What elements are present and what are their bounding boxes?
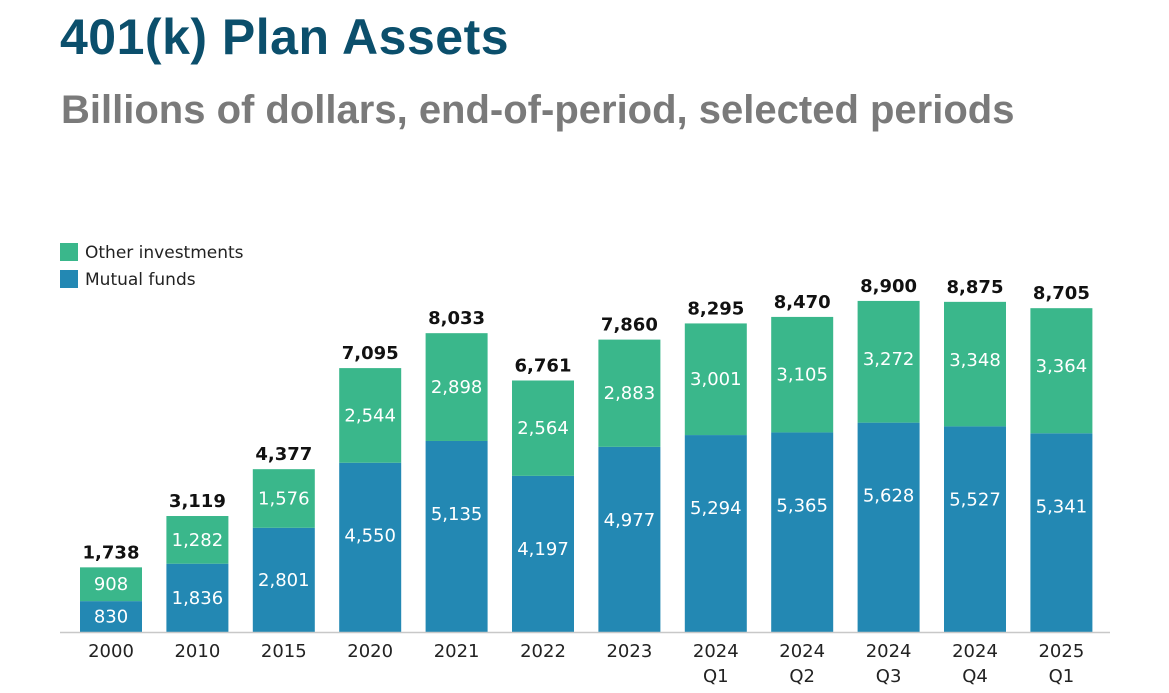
data-label-other-investments: 2,883 bbox=[604, 383, 656, 404]
x-tick-label: 2010 bbox=[174, 641, 220, 662]
total-label: 8,875 bbox=[947, 277, 1004, 298]
bar-segment-other-investments bbox=[339, 368, 402, 463]
legend-swatch bbox=[60, 243, 78, 261]
data-label-other-investments: 3,272 bbox=[863, 349, 915, 370]
bar-segment-other-investments bbox=[598, 339, 661, 447]
data-label-mutual-funds: 4,977 bbox=[604, 510, 656, 531]
data-label-other-investments: 3,105 bbox=[776, 365, 828, 386]
data-label-other-investments: 1,282 bbox=[172, 530, 224, 551]
x-tick-label: 2024 bbox=[866, 641, 912, 662]
data-label-mutual-funds: 5,527 bbox=[949, 489, 1001, 510]
data-label-mutual-funds: 4,550 bbox=[344, 526, 396, 547]
total-label: 3,119 bbox=[169, 491, 226, 512]
bar-segment-mutual-funds bbox=[425, 440, 488, 632]
data-label-other-investments: 908 bbox=[94, 574, 128, 595]
data-label-other-investments: 2,544 bbox=[344, 405, 396, 426]
data-label-mutual-funds: 5,628 bbox=[863, 486, 915, 507]
chart-subtitle: Billions of dollars, end-of-period, sele… bbox=[61, 88, 1015, 132]
total-label: 8,470 bbox=[774, 292, 831, 313]
bar-segment-other-investments bbox=[80, 567, 142, 602]
bar-segment-other-investments bbox=[684, 323, 747, 436]
bar-segment-mutual-funds bbox=[512, 475, 574, 632]
data-label-other-investments: 3,001 bbox=[690, 369, 742, 390]
bar-segment-mutual-funds bbox=[598, 446, 661, 632]
x-tick-label: 2015 bbox=[261, 641, 307, 662]
x-tick-label: 2024 bbox=[952, 641, 998, 662]
total-label: 8,705 bbox=[1033, 283, 1090, 304]
data-label-mutual-funds: 5,341 bbox=[1036, 496, 1088, 517]
bar-segment-other-investments bbox=[944, 301, 1006, 427]
data-label-other-investments: 3,364 bbox=[1036, 356, 1088, 377]
x-tick-label: Q1 bbox=[1049, 666, 1075, 687]
bar-segment-mutual-funds bbox=[252, 527, 315, 632]
legend-swatch bbox=[60, 270, 78, 288]
data-label-mutual-funds: 5,294 bbox=[690, 498, 742, 519]
total-label: 7,095 bbox=[342, 343, 399, 364]
data-label-other-investments: 2,564 bbox=[517, 418, 569, 439]
total-label: 8,295 bbox=[687, 298, 744, 319]
x-tick-label: 2020 bbox=[347, 641, 393, 662]
data-label-other-investments: 3,348 bbox=[949, 350, 1001, 371]
bar-segment-other-investments bbox=[857, 300, 920, 423]
x-tick-label: 2022 bbox=[520, 641, 566, 662]
bar-segment-other-investments bbox=[1030, 308, 1093, 434]
x-tick-label: 2025 bbox=[1038, 641, 1084, 662]
legend-label: Mutual funds bbox=[85, 270, 196, 290]
data-label-mutual-funds: 1,836 bbox=[172, 588, 224, 609]
total-label: 7,860 bbox=[601, 315, 658, 336]
total-label: 4,377 bbox=[255, 444, 312, 465]
data-label-mutual-funds: 4,197 bbox=[517, 539, 569, 560]
chart-title: 401(k) Plan Assets bbox=[60, 9, 510, 65]
bar-segment-mutual-funds bbox=[857, 422, 920, 632]
x-tick-label: Q2 bbox=[789, 666, 815, 687]
data-label-other-investments: 1,576 bbox=[258, 488, 310, 509]
data-label-mutual-funds: 5,365 bbox=[776, 495, 828, 516]
bar-segment-mutual-funds bbox=[1030, 433, 1093, 632]
x-tick-label: Q3 bbox=[876, 666, 902, 687]
data-label-mutual-funds: 5,135 bbox=[431, 504, 483, 525]
data-label-mutual-funds: 2,801 bbox=[258, 570, 310, 591]
bar-segment-other-investments bbox=[252, 469, 315, 528]
x-tick-label: 2023 bbox=[606, 641, 652, 662]
bar-segment-other-investments bbox=[425, 333, 488, 441]
total-label: 8,900 bbox=[860, 276, 917, 297]
bar-segment-mutual-funds bbox=[339, 462, 402, 632]
bar-segment-other-investments bbox=[771, 316, 834, 433]
bar-segment-other-investments bbox=[512, 380, 574, 476]
data-label-other-investments: 2,898 bbox=[431, 377, 483, 398]
bar-segment-mutual-funds bbox=[684, 435, 747, 632]
bar-segment-mutual-funds bbox=[944, 426, 1006, 632]
x-tick-label: 2024 bbox=[693, 641, 739, 662]
x-tick-label: Q4 bbox=[962, 666, 988, 687]
total-label: 6,761 bbox=[515, 355, 572, 376]
legend-label: Other investments bbox=[85, 243, 244, 263]
x-tick-label: 2024 bbox=[779, 641, 825, 662]
total-label: 1,738 bbox=[83, 542, 140, 563]
x-tick-label: 2021 bbox=[434, 641, 480, 662]
bar-segment-mutual-funds bbox=[166, 563, 229, 632]
bar-segment-other-investments bbox=[166, 516, 229, 564]
bar-segment-mutual-funds bbox=[771, 432, 834, 632]
x-tick-label: 2000 bbox=[88, 641, 134, 662]
data-label-mutual-funds: 830 bbox=[94, 607, 128, 628]
bar-segment-mutual-funds bbox=[80, 601, 142, 632]
total-label: 8,033 bbox=[428, 308, 485, 329]
x-tick-label: Q1 bbox=[703, 666, 729, 687]
